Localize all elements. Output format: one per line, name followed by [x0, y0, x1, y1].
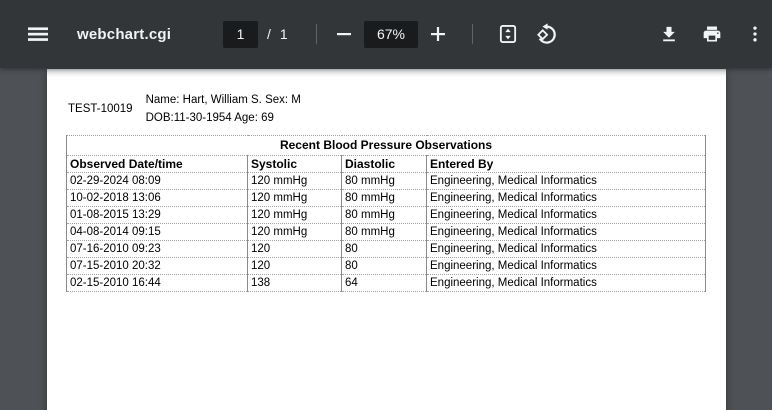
cell-systolic: 120 mmHg	[247, 206, 342, 224]
toolbar-right-group	[651, 0, 772, 68]
cell-diastolic: 80	[341, 240, 427, 258]
fit-to-page-icon	[499, 25, 517, 43]
column-header: Systolic	[247, 155, 342, 173]
column-header: Observed Date/time	[66, 155, 248, 173]
cell-observed: 04-08-2014 09:15	[66, 223, 248, 241]
toolbar-divider	[316, 24, 317, 44]
cell-systolic: 138	[247, 274, 342, 292]
zoom-controls	[328, 0, 454, 68]
cell-diastolic: 80 mmHg	[341, 223, 427, 241]
table-row: 07-15-2010 20:32 120 80 Engineering, Med…	[66, 257, 707, 275]
plus-icon	[431, 27, 445, 41]
hamburger-menu-icon	[28, 27, 48, 41]
pdf-canvas: TEST-10019 Name: Hart, William S. Sex: M…	[0, 68, 772, 410]
patient-dob-line: DOB:11-30-1954 Age: 69	[145, 112, 274, 124]
table-row: 10-02-2018 13:06 120 mmHg 80 mmHg Engine…	[66, 189, 707, 207]
table-row: 02-29-2024 08:09 120 mmHg 80 mmHg Engine…	[66, 172, 707, 190]
three-dot-menu-icon	[753, 26, 757, 42]
toolbar-divider	[472, 24, 473, 44]
fit-to-page-button[interactable]	[490, 16, 526, 52]
page-controls: / 1	[223, 0, 288, 68]
table-row: 07-16-2010 09:23 120 80 Engineering, Med…	[66, 240, 707, 258]
table-row: 04-08-2014 09:15 120 mmHg 80 mmHg Engine…	[66, 223, 707, 241]
cell-diastolic: 80 mmHg	[341, 189, 427, 207]
pdf-toolbar: webchart.cgi / 1	[0, 0, 772, 68]
cell-diastolic: 80 mmHg	[341, 172, 427, 190]
patient-id: TEST-10019	[68, 103, 133, 115]
page-separator: /	[267, 26, 271, 42]
column-header: Entered By	[425, 155, 707, 173]
zoom-level-input[interactable]	[364, 20, 418, 48]
table-row: 01-08-2015 13:29 120 mmHg 80 mmHg Engine…	[66, 206, 707, 224]
patient-name-line: Name: Hart, William S. Sex: M	[145, 94, 301, 106]
cell-diastolic: 80	[341, 257, 427, 275]
zoom-in-button[interactable]	[422, 16, 454, 52]
cell-entered-by: Engineering, Medical Informatics	[425, 223, 707, 241]
cell-entered-by: Engineering, Medical Informatics	[425, 172, 707, 190]
download-button[interactable]	[651, 16, 687, 52]
cell-entered-by: Engineering, Medical Informatics	[425, 189, 707, 207]
table-title-row: Recent Blood Pressure Observations	[65, 135, 707, 156]
page-total: 1	[279, 26, 288, 42]
patient-header: TEST-10019 Name: Hart, William S. Sex: M…	[68, 91, 301, 127]
cell-observed: 07-15-2010 20:32	[66, 257, 248, 275]
cell-systolic: 120 mmHg	[247, 223, 342, 241]
cell-observed: 07-16-2010 09:23	[66, 240, 248, 258]
pdf-page: TEST-10019 Name: Hart, William S. Sex: M…	[47, 69, 726, 410]
cell-systolic: 120	[247, 240, 342, 258]
cell-entered-by: Engineering, Medical Informatics	[425, 206, 707, 224]
rotate-counterclockwise-icon	[537, 23, 556, 44]
cell-observed: 02-29-2024 08:09	[66, 172, 248, 190]
cell-observed: 10-02-2018 13:06	[66, 189, 248, 207]
cell-entered-by: Engineering, Medical Informatics	[425, 240, 707, 258]
cell-systolic: 120	[247, 257, 342, 275]
download-icon	[663, 26, 675, 42]
page-number-input[interactable]	[223, 20, 258, 48]
zoom-out-button[interactable]	[328, 16, 360, 52]
cell-systolic: 120 mmHg	[247, 189, 342, 207]
table-header-row: Observed Date/time Systolic Diastolic En…	[66, 155, 707, 173]
cell-observed: 01-08-2015 13:29	[66, 206, 248, 224]
rotate-button[interactable]	[529, 16, 565, 52]
toolbar-left-group: webchart.cgi	[20, 0, 171, 68]
more-options-button[interactable]	[737, 16, 772, 52]
document-title: webchart.cgi	[77, 25, 172, 43]
cell-diastolic: 80 mmHg	[341, 206, 427, 224]
cell-diastolic: 64	[341, 274, 427, 292]
view-controls	[490, 0, 565, 68]
print-icon	[703, 26, 721, 42]
cell-entered-by: Engineering, Medical Informatics	[425, 274, 707, 292]
patient-info: Name: Hart, William S. Sex: M DOB:11-30-…	[146, 91, 301, 127]
table-title: Recent Blood Pressure Observations	[65, 135, 707, 156]
cell-entered-by: Engineering, Medical Informatics	[425, 257, 707, 275]
table-row: 02-15-2010 16:44 138 64 Engineering, Med…	[66, 274, 707, 292]
blood-pressure-table: Recent Blood Pressure Observations Obser…	[65, 135, 707, 292]
cell-systolic: 120 mmHg	[247, 172, 342, 190]
minus-icon	[337, 33, 351, 36]
cell-observed: 02-15-2010 16:44	[66, 274, 248, 292]
print-button[interactable]	[694, 16, 730, 52]
menu-button[interactable]	[20, 16, 56, 52]
column-header: Diastolic	[341, 155, 427, 173]
